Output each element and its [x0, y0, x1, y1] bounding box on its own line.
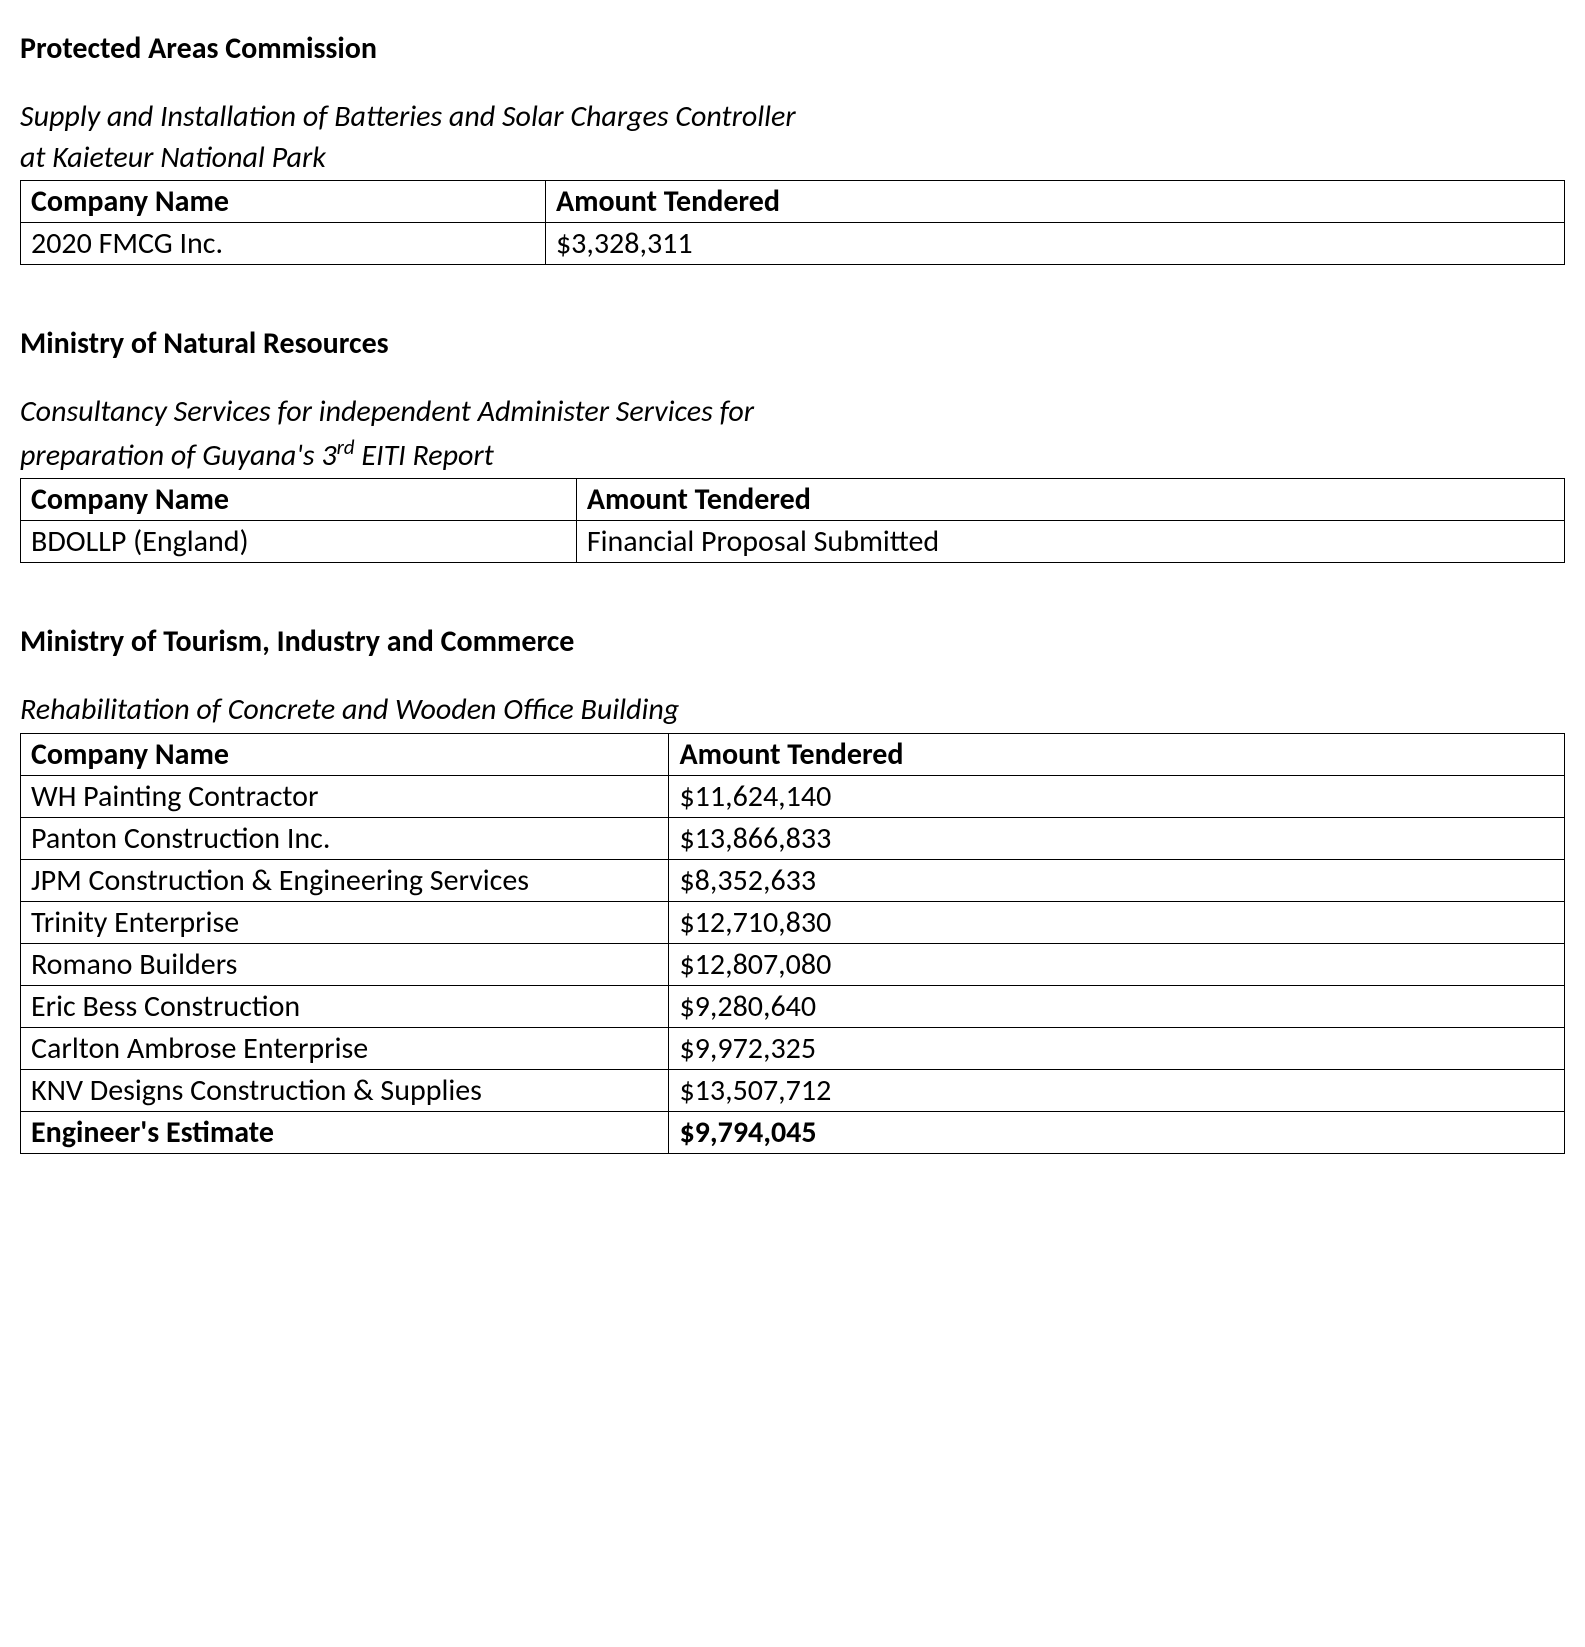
- table-cell: $11,624,140: [669, 775, 1565, 817]
- table-cell: JPM Construction & Engineering Services: [21, 859, 669, 901]
- table-row: Engineer's Estimate$9,794,045: [21, 1111, 1565, 1153]
- table-header-cell: Amount Tendered: [576, 479, 1564, 521]
- table-header-cell: Amount Tendered: [545, 181, 1564, 223]
- table-cell: Romano Builders: [21, 943, 669, 985]
- table-row: Romano Builders$12,807,080: [21, 943, 1565, 985]
- tender-description: Supply and Installation of Batteries and…: [20, 97, 1565, 178]
- table-cell: $3,328,311: [545, 223, 1564, 265]
- table-row: KNV Designs Construction & Supplies$13,5…: [21, 1069, 1565, 1111]
- table-header-cell: Company Name: [21, 733, 669, 775]
- table-row: 2020 FMCG Inc.$3,328,311: [21, 223, 1565, 265]
- table-cell: Trinity Enterprise: [21, 901, 669, 943]
- table-header-cell: Company Name: [21, 479, 577, 521]
- tender-description: Rehabilitation of Concrete and Wooden Of…: [20, 690, 1565, 731]
- table-header-row: Company NameAmount Tendered: [21, 181, 1565, 223]
- section-title: Ministry of Tourism, Industry and Commer…: [20, 623, 1565, 660]
- table-cell: $8,352,633: [669, 859, 1565, 901]
- table-header-cell: Company Name: [21, 181, 546, 223]
- table-header-cell: Amount Tendered: [669, 733, 1565, 775]
- table-cell: $13,866,833: [669, 817, 1565, 859]
- table-cell: $9,972,325: [669, 1027, 1565, 1069]
- table-cell: BDOLLP (England): [21, 521, 577, 563]
- table-header-row: Company NameAmount Tendered: [21, 479, 1565, 521]
- table-cell: $12,807,080: [669, 943, 1565, 985]
- tender-table: Company NameAmount TenderedWH Painting C…: [20, 733, 1565, 1154]
- section-title: Protected Areas Commission: [20, 30, 1565, 67]
- table-cell: Panton Construction Inc.: [21, 817, 669, 859]
- table-cell: KNV Designs Construction & Supplies: [21, 1069, 669, 1111]
- table-cell: 2020 FMCG Inc.: [21, 223, 546, 265]
- table-row: Eric Bess Construction$9,280,640: [21, 985, 1565, 1027]
- tender-section: Ministry of Tourism, Industry and Commer…: [20, 623, 1565, 1154]
- document-root: Protected Areas Commission Supply and Ins…: [20, 30, 1565, 1154]
- table-cell: WH Painting Contractor: [21, 775, 669, 817]
- table-cell: Carlton Ambrose Enterprise: [21, 1027, 669, 1069]
- section-title: Ministry of Natural Resources: [20, 325, 1565, 362]
- table-cell: $9,280,640: [669, 985, 1565, 1027]
- table-cell: Financial Proposal Submitted: [576, 521, 1564, 563]
- tender-table: Company NameAmount Tendered2020 FMCG Inc…: [20, 180, 1565, 265]
- table-cell: $9,794,045: [669, 1111, 1565, 1153]
- table-row: WH Painting Contractor$11,624,140: [21, 775, 1565, 817]
- tender-description: Consultancy Services for independent Adm…: [20, 392, 1565, 476]
- table-cell: $12,710,830: [669, 901, 1565, 943]
- table-row: Trinity Enterprise$12,710,830: [21, 901, 1565, 943]
- tender-section: Protected Areas Commission Supply and Ins…: [20, 30, 1565, 265]
- table-header-row: Company NameAmount Tendered: [21, 733, 1565, 775]
- table-row: Panton Construction Inc.$13,866,833: [21, 817, 1565, 859]
- tender-table: Company NameAmount TenderedBDOLLP (Engla…: [20, 478, 1565, 563]
- table-cell: Engineer's Estimate: [21, 1111, 669, 1153]
- tender-section: Ministry of Natural Resources Consultancy…: [20, 325, 1565, 563]
- table-cell: $13,507,712: [669, 1069, 1565, 1111]
- table-row: JPM Construction & Engineering Services$…: [21, 859, 1565, 901]
- table-cell: Eric Bess Construction: [21, 985, 669, 1027]
- table-row: BDOLLP (England)Financial Proposal Submi…: [21, 521, 1565, 563]
- table-row: Carlton Ambrose Enterprise$9,972,325: [21, 1027, 1565, 1069]
